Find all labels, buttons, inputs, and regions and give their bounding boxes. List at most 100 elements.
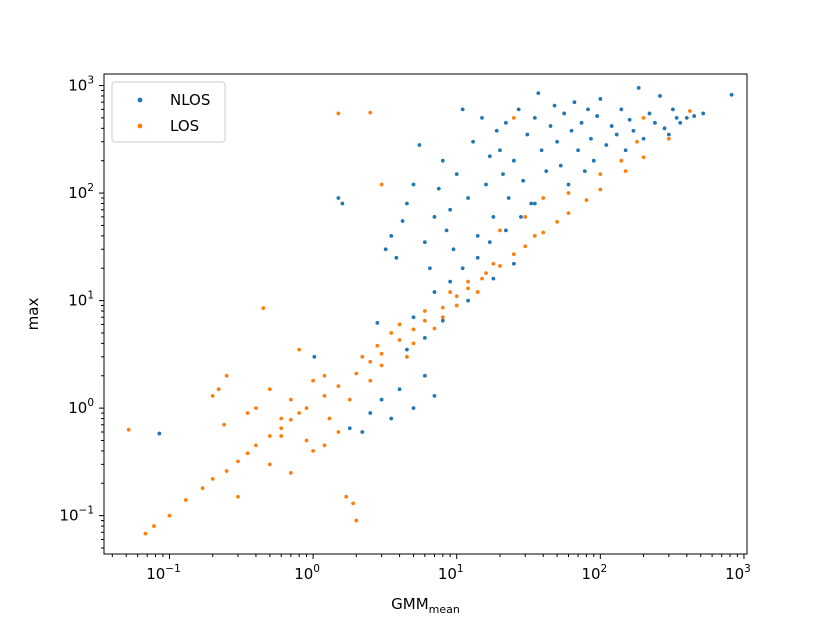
point-los xyxy=(311,378,315,383)
point-los xyxy=(511,116,516,120)
y-axis: 10−1 100 101 102 103 xyxy=(59,75,104,549)
point-nlos xyxy=(598,97,603,101)
point-los xyxy=(598,172,603,177)
point-los xyxy=(687,109,692,113)
point-los xyxy=(216,387,221,392)
point-nlos xyxy=(379,397,384,402)
point-los xyxy=(541,230,546,235)
point-nlos xyxy=(544,169,549,174)
point-nlos xyxy=(658,94,662,98)
point-los xyxy=(448,290,453,294)
point-nlos xyxy=(614,132,619,137)
point-los xyxy=(322,443,327,448)
point-los xyxy=(288,470,293,475)
point-los xyxy=(368,378,373,383)
point-nlos xyxy=(572,100,577,105)
point-nlos xyxy=(566,182,571,187)
point-nlos xyxy=(487,154,492,159)
point-nlos xyxy=(491,276,496,281)
point-los xyxy=(254,406,258,411)
point-los xyxy=(236,494,240,499)
point-los xyxy=(466,279,470,284)
point-nlos xyxy=(555,139,559,144)
point-los xyxy=(288,417,293,422)
point-los xyxy=(236,459,240,464)
point-los xyxy=(311,449,315,453)
point-nlos xyxy=(422,240,427,244)
point-nlos xyxy=(552,103,557,108)
point-nlos xyxy=(389,416,394,421)
point-nlos xyxy=(591,158,596,163)
x-axis-label-sub: mean xyxy=(429,603,460,616)
point-los xyxy=(523,244,528,249)
legend: NLOS LOS xyxy=(111,81,226,143)
point-nlos xyxy=(444,228,449,233)
point-los xyxy=(480,276,484,281)
point-nlos xyxy=(454,172,459,177)
point-los xyxy=(360,354,365,359)
point-nlos xyxy=(432,393,437,398)
point-nlos xyxy=(400,219,405,223)
point-los xyxy=(541,196,546,200)
point-los xyxy=(379,182,384,187)
point-nlos xyxy=(569,128,574,133)
point-nlos xyxy=(647,111,652,116)
point-nlos xyxy=(360,430,365,434)
point-nlos xyxy=(383,247,388,252)
point-nlos xyxy=(375,321,380,325)
point-los xyxy=(267,462,272,467)
point-los xyxy=(397,338,402,342)
point-nlos xyxy=(692,114,697,118)
point-nlos xyxy=(586,107,590,112)
point-nlos xyxy=(636,86,641,90)
point-nlos xyxy=(491,215,496,219)
legend-marker-nlos xyxy=(137,97,143,103)
point-los xyxy=(210,476,215,481)
point-nlos xyxy=(729,92,734,97)
point-los xyxy=(666,136,671,141)
point-nlos xyxy=(411,315,416,320)
point-los xyxy=(222,422,226,427)
point-los xyxy=(210,393,215,398)
point-nlos xyxy=(411,406,416,411)
y-tick-label: 102 xyxy=(68,182,94,202)
point-los xyxy=(498,228,502,233)
point-nlos xyxy=(519,215,523,219)
point-nlos xyxy=(532,116,537,120)
point-los xyxy=(368,110,373,115)
point-nlos xyxy=(558,163,563,168)
point-los xyxy=(641,155,646,160)
point-nlos xyxy=(475,255,480,260)
point-los xyxy=(322,393,327,398)
point-nlos xyxy=(684,116,689,120)
point-los xyxy=(336,430,341,434)
point-nlos xyxy=(521,178,526,183)
point-los xyxy=(641,116,646,120)
point-los xyxy=(379,351,384,356)
point-los xyxy=(432,326,437,331)
x-tick-label: 103 xyxy=(725,563,751,583)
point-los xyxy=(566,211,571,216)
point-nlos xyxy=(422,335,427,340)
point-nlos xyxy=(460,266,465,271)
point-nlos xyxy=(562,111,567,116)
legend-label-nlos: NLOS xyxy=(170,91,210,109)
point-los xyxy=(584,198,589,203)
point-nlos xyxy=(511,261,516,266)
point-nlos xyxy=(529,201,534,206)
y-axis-label: max xyxy=(24,298,42,331)
point-nlos xyxy=(536,91,541,96)
point-los xyxy=(566,191,571,195)
point-los xyxy=(224,469,229,473)
legend-label-los: LOS xyxy=(170,117,199,135)
point-los xyxy=(397,322,402,327)
point-nlos xyxy=(312,354,317,359)
point-nlos xyxy=(432,290,437,294)
point-los xyxy=(598,187,603,192)
point-nlos xyxy=(641,136,646,141)
point-nlos xyxy=(368,411,373,415)
point-nlos xyxy=(582,169,587,174)
point-los xyxy=(454,303,459,308)
point-nlos xyxy=(511,158,516,163)
point-los xyxy=(279,434,284,438)
